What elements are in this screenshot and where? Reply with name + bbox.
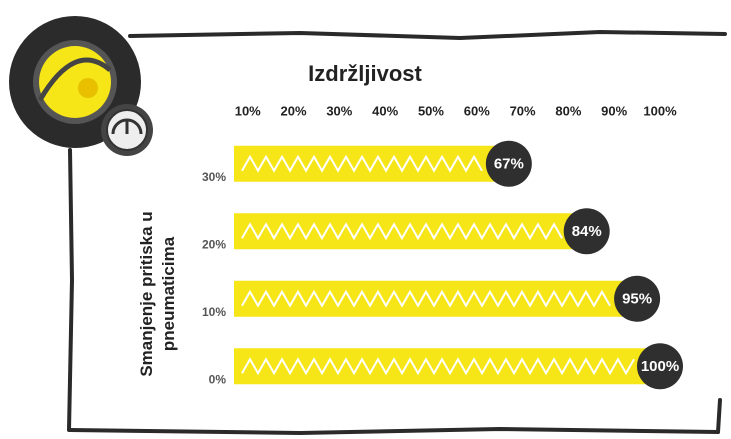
- page: Izdržljivost 10% 20% 30% 40% 50% 60% 70% 80% 90%…: [0, 0, 731, 439]
- bar: [234, 146, 509, 182]
- value-label: 84%: [572, 223, 602, 240]
- x-tick-label: 20%: [281, 103, 307, 118]
- y-tick-label: 10%: [202, 305, 226, 319]
- x-tick-label: 90%: [601, 103, 627, 118]
- x-tick-label: 50%: [418, 103, 444, 118]
- y-axis-label: Smanjenje pritiska u pneumaticima: [136, 179, 180, 409]
- x-tick-label: 80%: [555, 103, 581, 118]
- y-tick-label: 30%: [202, 170, 226, 184]
- x-tick-label: 100%: [643, 103, 677, 118]
- chart: Izdržljivost 10% 20% 30% 40% 50% 60% 70% 80% 90%…: [0, 0, 731, 439]
- x-tick-label: 60%: [464, 103, 490, 118]
- x-tick-label: 40%: [372, 103, 398, 118]
- value-label: 67%: [494, 156, 524, 173]
- value-label: 95%: [622, 291, 652, 308]
- x-tick-label: 10%: [235, 103, 261, 118]
- x-tick-label: 30%: [326, 103, 352, 118]
- x-tick-label: 70%: [510, 103, 536, 118]
- value-label: 100%: [641, 358, 679, 375]
- chart-title: Izdržljivost: [308, 61, 422, 86]
- y-tick-label: 0%: [209, 372, 227, 386]
- y-tick-label: 20%: [202, 237, 226, 251]
